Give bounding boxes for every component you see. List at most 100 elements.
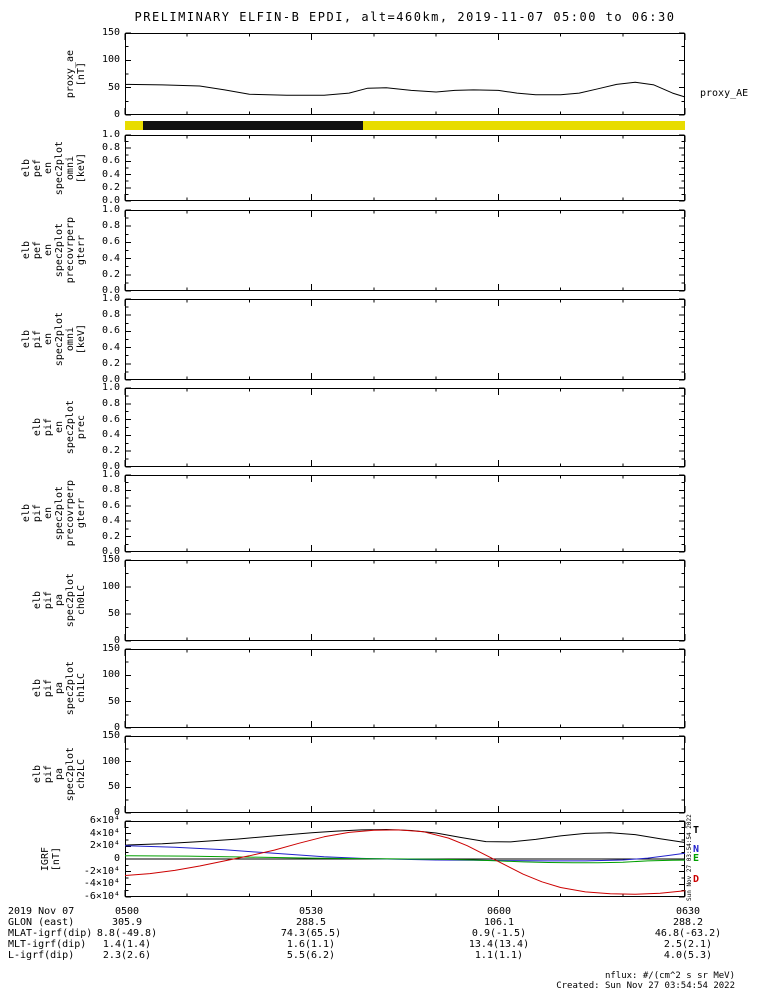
panel-elb-pif-en-spec2plot-precovrperp-gterr: 0.0 0.2 0.4 0.6 0.8 1.0 elb pif en spec2plot preco… bbox=[21, 470, 686, 557]
annotation-value: 8.8(-49.8) bbox=[96, 928, 158, 939]
y-tick-label: 1.0 bbox=[101, 469, 120, 480]
annotation-row-label: L-igrf(dip) bbox=[8, 950, 75, 961]
y-axis-title-word: en bbox=[43, 161, 54, 175]
y-axis-title-word: pa bbox=[54, 768, 65, 781]
annotation-value: 0500 bbox=[114, 906, 140, 917]
annotation-row: MLAT-igrf(dip) 8.8(-49.8) 74.3(65.5) 0.9(-1… bbox=[0, 928, 775, 939]
panel-elb-pif-en-spec2plot-omni: 0.0 0.2 0.4 0.6 0.8 1.0 elb pif en spec2plot omni[… bbox=[21, 294, 686, 385]
y-tick-label: 0 bbox=[113, 635, 120, 646]
annotation-value: 4.0(5.3) bbox=[663, 950, 713, 961]
y-tick-label: 50 bbox=[107, 81, 120, 93]
annotation-row: MLT-igrf(dip) 1.4(1.4) 1.6(1.1) 13.4(13.4) 2… bbox=[0, 939, 775, 950]
annotation-value: 1.1(1.1) bbox=[474, 950, 524, 961]
y-tick-label: 0.8 bbox=[101, 484, 120, 496]
annotation-value: 2.5(2.1) bbox=[663, 939, 713, 950]
science-zone-segment bbox=[125, 121, 143, 130]
y-tick-label: 0.6 bbox=[101, 325, 120, 337]
y-axis-title-word: elb bbox=[32, 679, 43, 698]
y-axis-title-word: en bbox=[43, 333, 54, 346]
y-tick-label: 6×10⁴ bbox=[89, 815, 120, 826]
panel-elb-pif-pa-spec2plot-ch0lc: 0 50 100 150 elb pif pa spec2plot ch0LC bbox=[32, 555, 686, 646]
y-axis-title-word: ch1LC bbox=[76, 673, 87, 704]
y-axis-title: elb pef en spec2plot omni [keV] bbox=[2, 135, 87, 201]
y-tick-label: 150 bbox=[101, 27, 120, 38]
y-axis-title-word: en bbox=[54, 421, 65, 434]
y-axis-title-word: pif bbox=[32, 504, 43, 523]
proxy-ae-series-label: proxy_AE bbox=[700, 88, 749, 99]
annotation-row: L-igrf(dip) 2.3(2.6) 5.5(6.2) 1.1(1.1) 4.0(5… bbox=[0, 950, 775, 961]
y-tick-label: -6×10⁴ bbox=[83, 891, 120, 902]
y-axis-title-word: IGRF bbox=[40, 846, 51, 872]
y-axis-title-word: spec2plot bbox=[65, 747, 76, 802]
y-axis-title-word: spec2plot bbox=[65, 573, 76, 628]
y-axis-title-word: pif bbox=[32, 330, 43, 349]
y-axis-title-word: spec2plot bbox=[54, 140, 65, 196]
annotation-value: 0600 bbox=[486, 906, 512, 917]
y-tick-label: 0 bbox=[113, 722, 120, 733]
panel-elb-pif-pa-spec2plot-ch1lc: 0 50 100 150 elb pif pa spec2plot ch1LC bbox=[32, 644, 686, 733]
y-axis-title-word: elb bbox=[21, 241, 32, 260]
y-tick-label: 0.6 bbox=[101, 155, 120, 167]
y-axis-title-word: prec bbox=[76, 415, 87, 440]
y-tick-label: 0.4 bbox=[101, 515, 120, 527]
y-axis-title-word: omni bbox=[65, 155, 76, 181]
panel-igrf: -6×10⁴ -4×10⁴ -2×10⁴ 0 2×10⁴ 4×10⁴ 6×10⁴ IGRF [n… bbox=[40, 816, 699, 902]
y-tick-label: 100 bbox=[101, 669, 120, 681]
y-tick-label: 1.0 bbox=[101, 293, 120, 304]
y-axis-title-word: precovrperp bbox=[65, 480, 76, 547]
y-tick-label: 50 bbox=[107, 781, 120, 793]
y-axis-title-word: spec2plot bbox=[65, 661, 76, 716]
panel-science-zone-bar bbox=[125, 121, 685, 130]
y-tick-label: 0.4 bbox=[101, 429, 120, 441]
y-tick-label: 1.0 bbox=[101, 382, 120, 393]
science-zone-segment bbox=[363, 121, 685, 130]
y-tick-label: 0 bbox=[113, 853, 120, 864]
y-axis-title: elb pif en spec2plot omni [keV] bbox=[2, 299, 87, 380]
created-timestamp: Created: Sun Nov 27 03:54:54 2022 bbox=[556, 981, 735, 991]
y-tick-label: 0.2 bbox=[101, 357, 120, 369]
y-tick-label: 0.8 bbox=[101, 309, 120, 321]
y-tick-label: 150 bbox=[101, 643, 120, 654]
panel-elb-pif-en-spec2plot-prec: 0.0 0.2 0.4 0.6 0.8 1.0 elb pif en spec2plot prec bbox=[32, 383, 686, 472]
y-tick-label: 0.2 bbox=[101, 268, 120, 280]
y-tick-label: -4×10⁴ bbox=[83, 878, 120, 890]
y-tick-label: 0.4 bbox=[101, 252, 120, 264]
y-axis-title-word: [nT] bbox=[51, 846, 62, 872]
y-tick-label: 100 bbox=[101, 54, 120, 66]
y-tick-label: 0.8 bbox=[101, 142, 120, 154]
y-axis-title: elb pef en spec2plot precovrperp gterr bbox=[2, 210, 87, 291]
y-axis-title-word: pif bbox=[43, 679, 54, 698]
annotation-value: 13.4(13.4) bbox=[468, 939, 530, 950]
y-axis-title-word: spec2plot bbox=[54, 312, 65, 367]
series-label-e: E bbox=[693, 852, 700, 864]
annotation-value: 305.9 bbox=[111, 917, 143, 928]
annotation-value: 0630 bbox=[675, 906, 701, 917]
y-axis-title-word: pa bbox=[54, 594, 65, 607]
y-axis-title-word: elb bbox=[21, 158, 32, 178]
series-label-n: N bbox=[693, 844, 700, 856]
annotation-value: 0.9(-1.5) bbox=[471, 928, 527, 939]
y-axis-title-word: elb bbox=[32, 591, 43, 610]
y-axis-title-word: [keV] bbox=[76, 324, 87, 355]
y-axis-title-word: elb bbox=[32, 765, 43, 784]
y-tick-label: 0.0 bbox=[101, 374, 120, 385]
y-axis-title-word: en bbox=[43, 244, 54, 257]
nflux-units-note: nflux: #/(cm^2 s sr MeV) bbox=[604, 971, 735, 981]
panel-elb-pif-pa-spec2plot-ch2lc: 0 50 100 150 elb pif pa spec2plot ch2LC bbox=[32, 731, 686, 818]
y-tick-label: 0.6 bbox=[101, 413, 120, 425]
y-tick-label: 0.0 bbox=[101, 195, 120, 206]
annotation-row-label: GLON (east) bbox=[8, 917, 75, 928]
y-tick-label: 1.0 bbox=[101, 129, 120, 140]
y-axis-title: proxy_ae [nT] bbox=[2, 33, 87, 115]
annotation-value: 46.8(-63.2) bbox=[654, 928, 722, 939]
y-axis-title-word: precovrperp bbox=[65, 217, 76, 284]
y-axis-title: elb pif pa spec2plot ch1LC bbox=[2, 649, 87, 728]
y-axis-title-word: gterr bbox=[76, 235, 87, 266]
y-axis-title-word: pa bbox=[54, 682, 65, 695]
annotation-value: 288.2 bbox=[672, 917, 704, 928]
y-axis-title: IGRF [nT] bbox=[0, 821, 62, 897]
y-axis-title-word: [keV] bbox=[76, 152, 87, 184]
y-tick-label: 150 bbox=[101, 554, 120, 565]
annotation-value: 106.1 bbox=[483, 917, 515, 928]
